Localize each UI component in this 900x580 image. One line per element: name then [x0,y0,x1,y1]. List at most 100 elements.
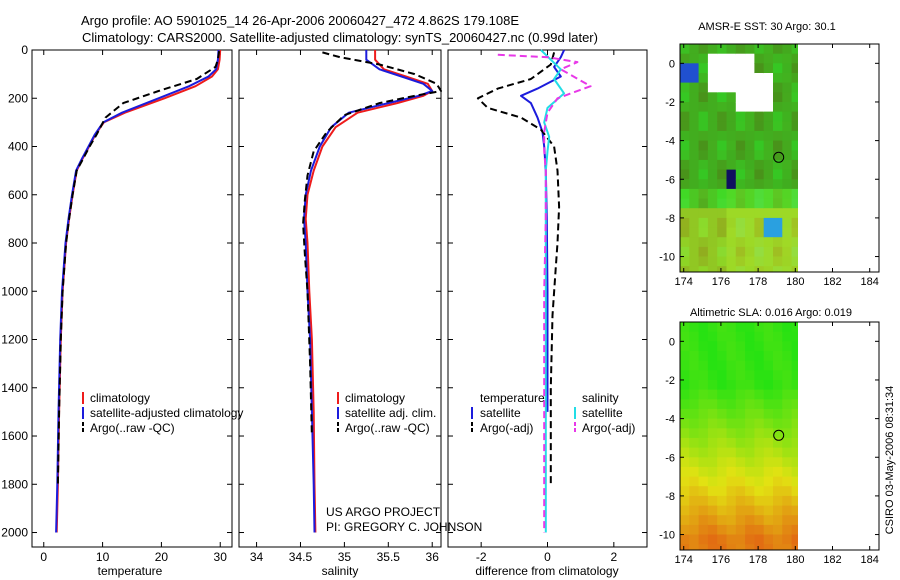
heatmap-cell [717,515,728,526]
heatmap-cell [754,111,765,122]
heatmap-cell [745,322,755,333]
heatmap-cell [698,179,709,190]
heatmap-cell [707,102,718,113]
heatmap-cell [698,111,709,122]
sla-map-frame [679,321,880,551]
heatmap-cell [698,495,709,507]
heatmap-cell [763,341,774,352]
heatmap-cell [680,331,690,342]
heatmap-cell [707,447,718,458]
heatmap-cell [707,399,718,410]
heatmap-cell [782,360,793,371]
heatmap-cell [763,360,774,371]
heatmap-cell [717,169,728,180]
heatmap-cell [680,44,690,55]
heatmap-cell [735,169,746,180]
heatmap-cell [763,121,774,132]
heatmap-cell [689,73,700,84]
heatmap-cell [763,457,774,468]
heatmap-cell [745,380,755,391]
heatmap-cell [698,73,709,84]
heatmap-cell [791,360,798,371]
y-tick-label: 600 [8,188,28,202]
heatmap-cell [707,266,718,272]
heatmap-cell [763,130,774,142]
heatmap-cell [726,246,737,258]
heatmap-cell [689,447,700,458]
heatmap-cell [782,102,793,113]
heatmap-cell [754,534,765,545]
heatmap-cell [707,53,718,64]
heatmap-cell [763,227,774,238]
heatmap-cell [689,44,700,55]
heatmap-cell [763,331,774,342]
heatmap-cell [791,322,798,333]
heatmap-cell [698,486,709,497]
heatmap-cell [735,217,746,229]
heatmap-cell [782,188,793,200]
heatmap-cell [754,495,765,507]
heatmap-cell [698,159,709,171]
heatmap-cell [689,169,700,180]
heatmap-cell [791,495,798,507]
heatmap-cell [773,92,783,103]
heatmap-cell [698,227,709,238]
heatmap-cell [707,73,718,84]
heatmap-cell [717,63,728,74]
heatmap-cell [717,82,728,93]
heatmap-cell [717,331,728,342]
heatmap-cell [680,256,690,267]
heatmap-cell [773,428,783,439]
difference-legend: temperature salinity satellite Argo(-adj… [471,391,635,435]
heatmap-cell [707,169,718,180]
heatmap-cell [773,380,783,391]
heatmap-cell [680,370,690,381]
heatmap-cell [791,73,798,84]
heatmap-cell [735,418,746,429]
heatmap-cell [689,466,700,478]
heatmap-cell [754,322,765,333]
heatmap-cell [745,524,755,536]
heatmap-cell [791,437,798,449]
heatmap-cell [680,73,690,84]
heatmap-cell [754,188,765,200]
heatmap-cell [726,389,737,400]
heatmap-cell [717,524,728,536]
heatmap-cell [735,53,746,64]
heatmap-cell [680,351,690,362]
heatmap-cell [726,370,737,381]
y-tick-label: 1600 [1,429,28,443]
heatmap-cell [717,53,728,64]
x-tick-label: 20 [155,550,169,564]
heatmap-cell [791,169,798,180]
heatmap-cell [680,198,690,209]
heatmap-cell [791,92,798,103]
heatmap-cell [782,237,793,248]
heatmap-cell [689,266,700,272]
heatmap-cell [754,102,765,113]
heatmap-cell [735,322,746,333]
heatmap-cell [791,208,798,219]
heatmap-cell [735,486,746,497]
heatmap-cell [698,437,709,449]
heatmap-cell [707,322,718,333]
heatmap-cell [680,544,690,550]
heatmap-cell [707,150,718,161]
heatmap-cell [717,159,728,171]
heatmap-cell [773,486,783,497]
heatmap-cell [782,140,793,151]
heatmap-cell [707,428,718,439]
heatmap-cell [707,227,718,238]
heatmap-cell [698,63,709,74]
argo-position-marker [773,151,785,163]
heatmap-cell [745,111,755,122]
difference-axis-label: difference from climatology [475,564,618,578]
heatmap-cell [726,169,737,180]
legend-title-salinity: salinity [582,391,619,405]
heatmap-cell [717,360,728,371]
y-tick-label: -8 [665,213,675,225]
heatmap-cell [698,150,709,161]
heatmap-cell [698,457,709,468]
legend-label-argo: Argo(..raw -QC) [90,421,175,435]
heatmap-cell [773,159,783,171]
